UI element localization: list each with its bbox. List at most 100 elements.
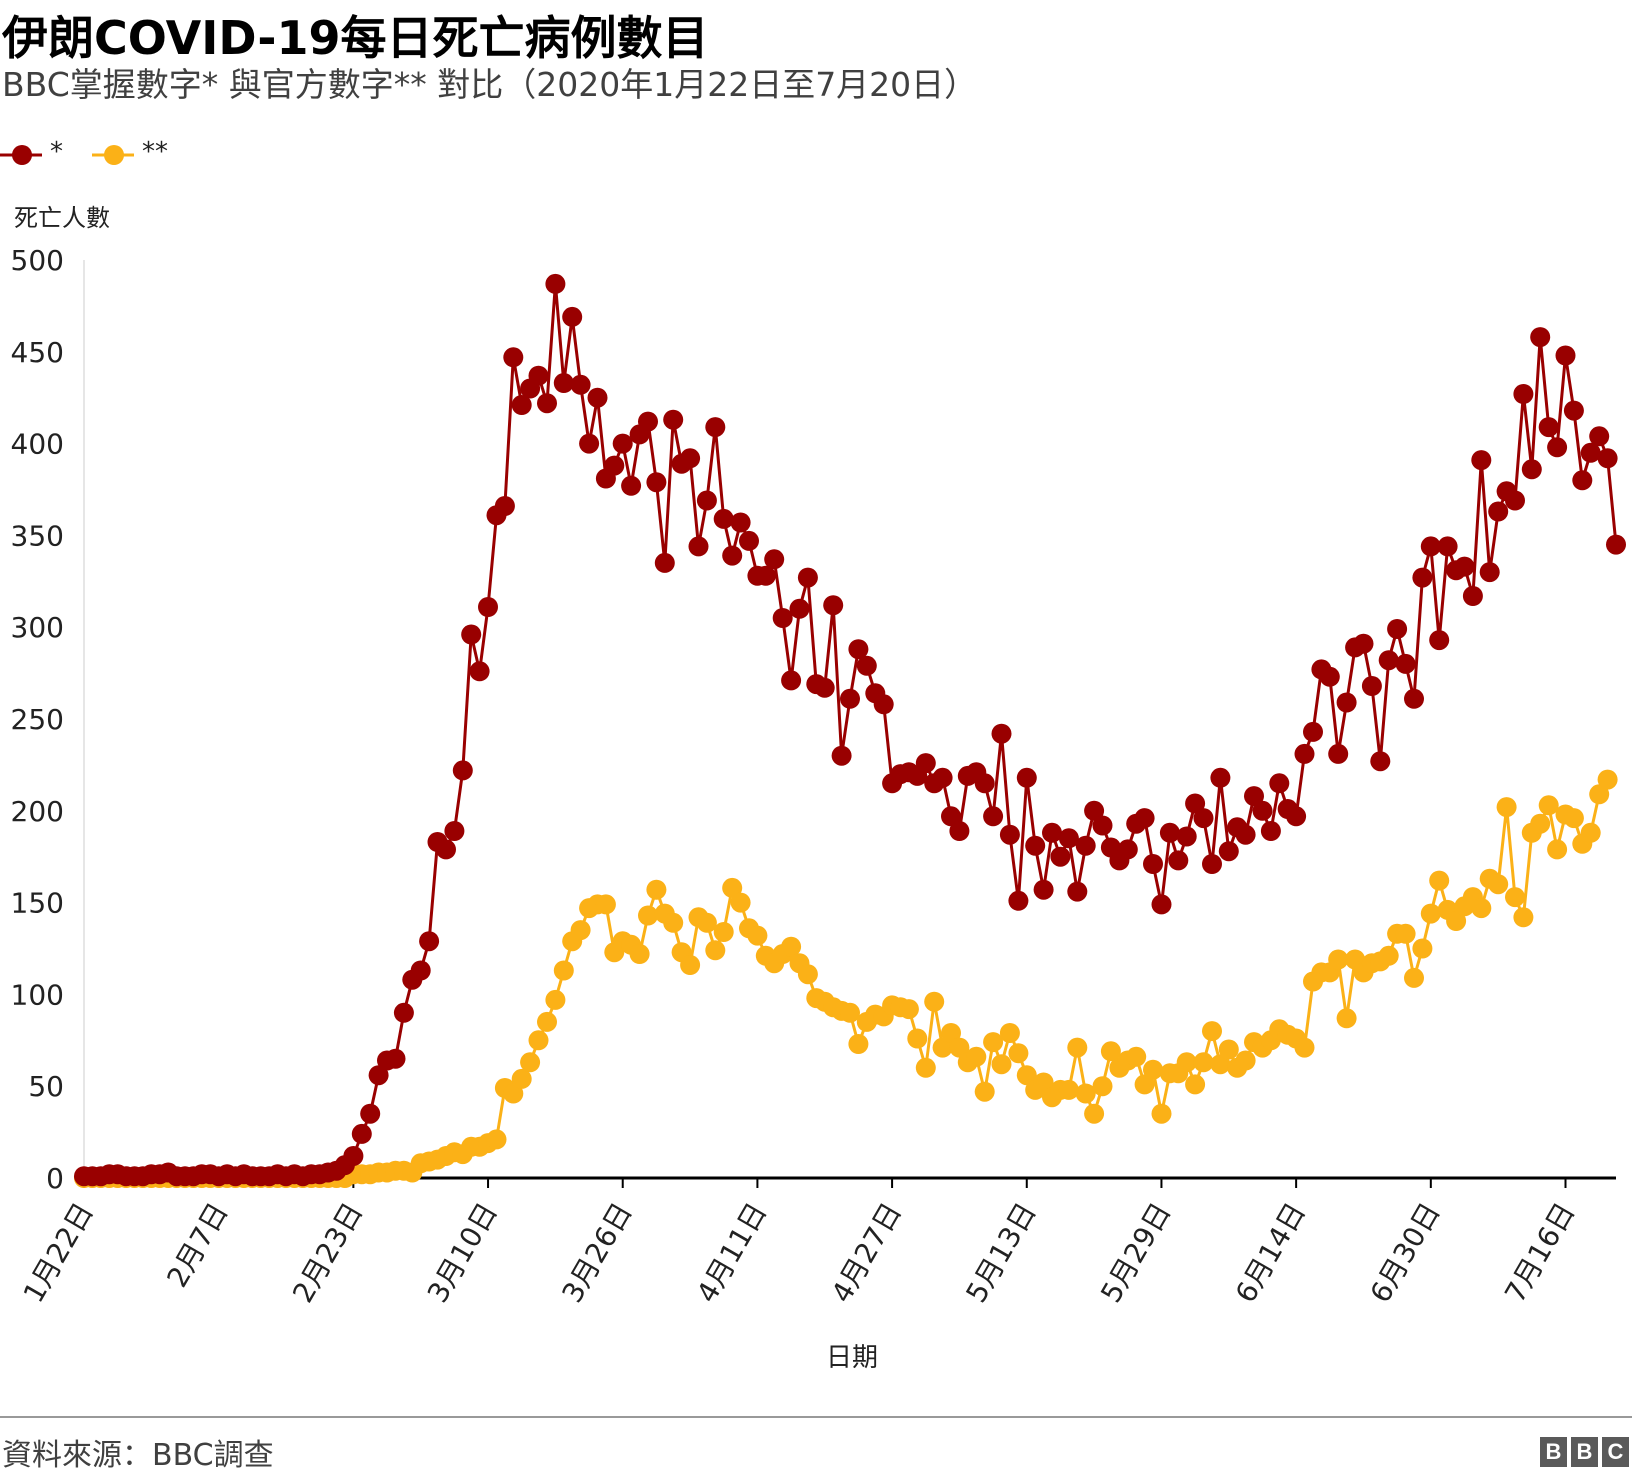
data-point-official bbox=[915, 1057, 936, 1078]
data-point-bbc bbox=[856, 655, 877, 676]
data-point-bbc bbox=[1176, 826, 1197, 847]
chart-subtitle: BBC掌握數字* 與官方數字** 對比（2020年1月22日至7月20日） bbox=[2, 65, 978, 104]
data-point-official bbox=[1067, 1037, 1088, 1058]
data-point-bbc bbox=[1168, 850, 1189, 871]
y-tick-label: 500 bbox=[11, 244, 64, 277]
data-point-official bbox=[713, 922, 734, 942]
data-point-official bbox=[1084, 1103, 1105, 1124]
data-point-bbc bbox=[663, 409, 684, 430]
bbc-logo: B B C bbox=[1540, 1437, 1629, 1467]
data-point-official bbox=[1143, 1059, 1163, 1080]
data-point-bbc bbox=[1547, 437, 1568, 458]
data-point-official bbox=[553, 960, 574, 981]
data-point-bbc bbox=[1404, 688, 1424, 709]
legend-item-bbc[interactable]: * bbox=[0, 135, 70, 175]
x-axis-label: 日期 bbox=[826, 1343, 878, 1373]
data-point-official bbox=[537, 1011, 557, 1032]
data-point-bbc bbox=[1210, 767, 1231, 788]
data-point-bbc bbox=[494, 496, 515, 516]
data-point-bbc bbox=[410, 960, 431, 981]
data-point-official bbox=[1336, 1008, 1357, 1029]
data-point-official bbox=[629, 944, 650, 964]
data-point-bbc bbox=[1420, 536, 1441, 557]
data-point-bbc bbox=[831, 745, 852, 766]
data-point-bbc bbox=[797, 567, 818, 588]
data-point-bbc bbox=[772, 608, 793, 628]
data-point-official bbox=[932, 1037, 953, 1058]
data-point-bbc bbox=[1025, 835, 1046, 856]
data-point-official bbox=[1100, 1041, 1121, 1062]
data-point-official bbox=[680, 955, 701, 975]
data-point-bbc bbox=[528, 365, 549, 386]
data-point-official bbox=[486, 1129, 507, 1150]
data-point-bbc bbox=[915, 753, 936, 774]
data-point-bbc bbox=[1563, 400, 1584, 421]
data-point-official bbox=[1496, 797, 1517, 818]
data-point-bbc bbox=[1092, 815, 1113, 836]
data-point-bbc bbox=[444, 821, 465, 841]
data-point-bbc bbox=[579, 433, 600, 454]
data-point-bbc bbox=[1429, 630, 1450, 651]
data-point-official bbox=[840, 1002, 860, 1023]
data-point-official bbox=[1580, 822, 1601, 843]
data-point-bbc bbox=[1387, 619, 1408, 639]
data-point-bbc bbox=[343, 1146, 364, 1166]
data-point-bbc bbox=[1555, 345, 1576, 366]
data-point-bbc bbox=[789, 598, 810, 619]
legend-item-official[interactable]: ** bbox=[92, 135, 172, 175]
data-point-bbc bbox=[1050, 846, 1071, 867]
data-point-bbc bbox=[1252, 800, 1273, 821]
y-tick-label: 400 bbox=[11, 428, 64, 461]
data-point-official bbox=[1092, 1076, 1113, 1097]
x-tick-label: 6月14日 bbox=[1229, 1197, 1312, 1308]
data-point-official bbox=[1378, 945, 1399, 966]
data-point-official bbox=[1218, 1039, 1239, 1060]
data-point-official bbox=[747, 925, 768, 946]
data-point-official bbox=[1033, 1072, 1054, 1093]
data-point-official bbox=[520, 1052, 541, 1073]
data-point-bbc bbox=[1269, 773, 1290, 794]
data-point-official bbox=[848, 1034, 869, 1054]
x-tick-label: 2月7日 bbox=[160, 1197, 234, 1293]
data-point-bbc bbox=[604, 455, 625, 476]
data-point-bbc bbox=[1294, 743, 1315, 764]
data-point-official bbox=[545, 989, 566, 1010]
data-point-bbc bbox=[1328, 743, 1349, 764]
data-point-official bbox=[1210, 1054, 1231, 1075]
data-point-bbc bbox=[478, 597, 498, 617]
data-point-bbc bbox=[1479, 562, 1500, 583]
data-point-official bbox=[1404, 967, 1424, 988]
x-tick-label: 5月13日 bbox=[960, 1197, 1043, 1308]
data-point-bbc bbox=[1303, 721, 1323, 742]
data-point-bbc bbox=[1042, 822, 1062, 843]
data-point-bbc bbox=[1513, 384, 1534, 404]
y-tick-label: 350 bbox=[11, 519, 64, 552]
data-point-official bbox=[570, 920, 591, 941]
data-point-official bbox=[1235, 1050, 1256, 1071]
data-point-bbc bbox=[351, 1123, 372, 1144]
data-point-official bbox=[1328, 949, 1349, 970]
data-point-bbc bbox=[587, 387, 608, 408]
data-point-official bbox=[797, 964, 818, 985]
data-point-official bbox=[595, 894, 616, 915]
data-point-official bbox=[528, 1030, 549, 1051]
x-tick-label: 6月30日 bbox=[1364, 1197, 1447, 1308]
data-point-bbc bbox=[1033, 879, 1054, 900]
data-point-bbc bbox=[705, 417, 726, 438]
data-point-bbc bbox=[873, 694, 894, 715]
data-point-bbc bbox=[385, 1048, 406, 1069]
data-point-bbc bbox=[545, 273, 566, 294]
data-point-bbc bbox=[949, 821, 970, 841]
data-point-bbc bbox=[713, 508, 734, 529]
data-point-bbc bbox=[1185, 793, 1206, 814]
data-point-bbc bbox=[1260, 821, 1281, 841]
data-point-bbc bbox=[941, 806, 961, 827]
data-point-official bbox=[1151, 1103, 1172, 1124]
data-point-official bbox=[1395, 923, 1416, 944]
data-point-official bbox=[1589, 784, 1610, 805]
data-point-official bbox=[511, 1068, 532, 1089]
data-point-bbc bbox=[680, 448, 701, 469]
data-point-bbc bbox=[1016, 767, 1037, 788]
legend-label-official: ** bbox=[142, 137, 168, 167]
data-point-bbc bbox=[654, 552, 675, 573]
